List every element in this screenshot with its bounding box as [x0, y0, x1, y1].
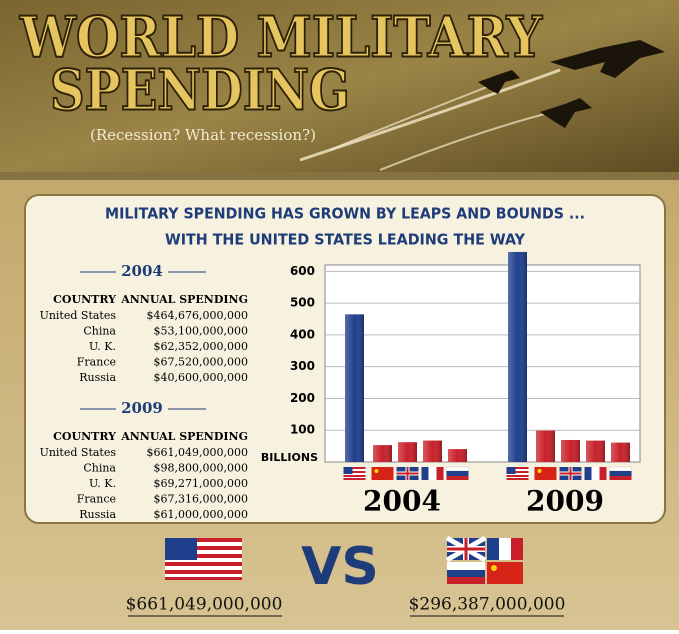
jets — [299, 40, 665, 171]
table-year: 2004 — [121, 262, 163, 280]
country: United States — [40, 446, 117, 459]
flag — [371, 467, 394, 480]
flag-part — [446, 471, 469, 476]
flag-part — [371, 467, 394, 480]
title: SPENDING — [50, 58, 350, 124]
flag — [534, 467, 557, 480]
flag-part — [421, 467, 429, 480]
flag-part — [343, 467, 353, 474]
flag-part — [591, 467, 600, 480]
flag-part — [599, 467, 607, 480]
spending: $464,676,000,000 — [147, 309, 248, 322]
spending: $661,049,000,000 — [147, 446, 248, 459]
flag — [609, 466, 632, 480]
bar-shade — [536, 430, 555, 462]
country: France — [77, 493, 116, 506]
country: China — [83, 325, 116, 338]
flag-part — [506, 467, 516, 474]
flag-part — [374, 469, 379, 473]
y-tick-label: 400 — [290, 327, 315, 341]
flag-part — [428, 467, 437, 480]
spending: $61,000,000,000 — [154, 508, 248, 521]
x-tick-label: 2009 — [526, 485, 604, 518]
column-header: ANNUAL SPENDING — [120, 430, 248, 443]
us-total: $661,049,000,000 — [126, 595, 283, 615]
spending: $53,100,000,000 — [154, 325, 248, 338]
country: China — [83, 462, 116, 475]
flag-part — [609, 466, 632, 472]
spending: $98,800,000,000 — [154, 462, 248, 475]
table-year: 2009 — [121, 399, 163, 417]
bar-shade — [611, 442, 630, 462]
y-tick-label: 200 — [290, 391, 315, 405]
title: WORLD MILITARY — [19, 5, 543, 71]
country: France — [77, 356, 116, 369]
flag — [396, 467, 419, 480]
flag-part — [446, 476, 469, 480]
header-edge — [0, 172, 679, 180]
flag-part — [436, 467, 444, 480]
vs: VS — [301, 537, 379, 597]
bar-shade — [586, 440, 605, 462]
country: Russia — [79, 371, 116, 384]
bar-shade — [398, 442, 417, 462]
flag — [421, 467, 444, 480]
country: U. K. — [89, 340, 116, 353]
y-tick-label: 500 — [290, 296, 315, 310]
header-band — [0, 0, 679, 172]
flag-part — [343, 478, 366, 480]
us-flag-large — [165, 538, 242, 580]
country: United States — [40, 309, 117, 322]
x-tick-label: 2004 — [363, 485, 441, 518]
flag-part — [537, 469, 542, 473]
flag-part — [609, 471, 632, 476]
country: U. K. — [89, 477, 116, 490]
flag-part — [506, 475, 529, 477]
y-tick-label: 300 — [290, 359, 315, 373]
bar-shade — [508, 251, 527, 462]
spending: $40,600,000,000 — [154, 371, 248, 384]
country: Russia — [79, 508, 116, 521]
headline: MILITARY SPENDING HAS GROWN BY LEAPS AND… — [105, 205, 585, 223]
bar-shade — [345, 314, 364, 462]
spending: $69,271,000,000 — [154, 477, 248, 490]
flag-part — [343, 475, 366, 477]
flag-part — [396, 467, 419, 480]
flag-part — [343, 467, 366, 469]
flag — [343, 467, 366, 480]
spending: $67,316,000,000 — [154, 493, 248, 506]
column-header: COUNTRY — [53, 293, 116, 306]
column-header: ANNUAL SPENDING — [120, 293, 248, 306]
flag — [506, 467, 529, 480]
flag-part — [559, 467, 582, 480]
flag — [446, 466, 469, 480]
subtitle: (Recession? What recession?) — [90, 126, 316, 144]
flag-part — [506, 467, 529, 469]
y-axis-label: BILLIONS — [261, 451, 318, 464]
flag-part — [584, 467, 592, 480]
other-flags-large — [445, 535, 523, 584]
spending: $67,520,000,000 — [154, 356, 248, 369]
flag-part — [534, 467, 557, 480]
flag-part — [506, 471, 529, 473]
bar-shade — [373, 445, 392, 462]
flag-part — [343, 471, 366, 473]
bar-shade — [561, 439, 580, 462]
flag-part — [446, 466, 469, 472]
plot-area — [324, 264, 641, 463]
y-tick-label: 600 — [290, 264, 315, 278]
headline: WITH THE UNITED STATES LEADING THE WAY — [165, 231, 526, 249]
flag-part — [506, 478, 529, 480]
spending: $62,352,000,000 — [154, 340, 248, 353]
y-tick-label: 100 — [290, 423, 315, 437]
bar-shade — [448, 449, 467, 462]
flag — [559, 467, 582, 480]
others-total: $296,387,000,000 — [409, 595, 566, 615]
column-header: COUNTRY — [53, 430, 116, 443]
flag — [584, 467, 607, 480]
flag-part — [609, 476, 632, 480]
bar-shade — [423, 440, 442, 462]
